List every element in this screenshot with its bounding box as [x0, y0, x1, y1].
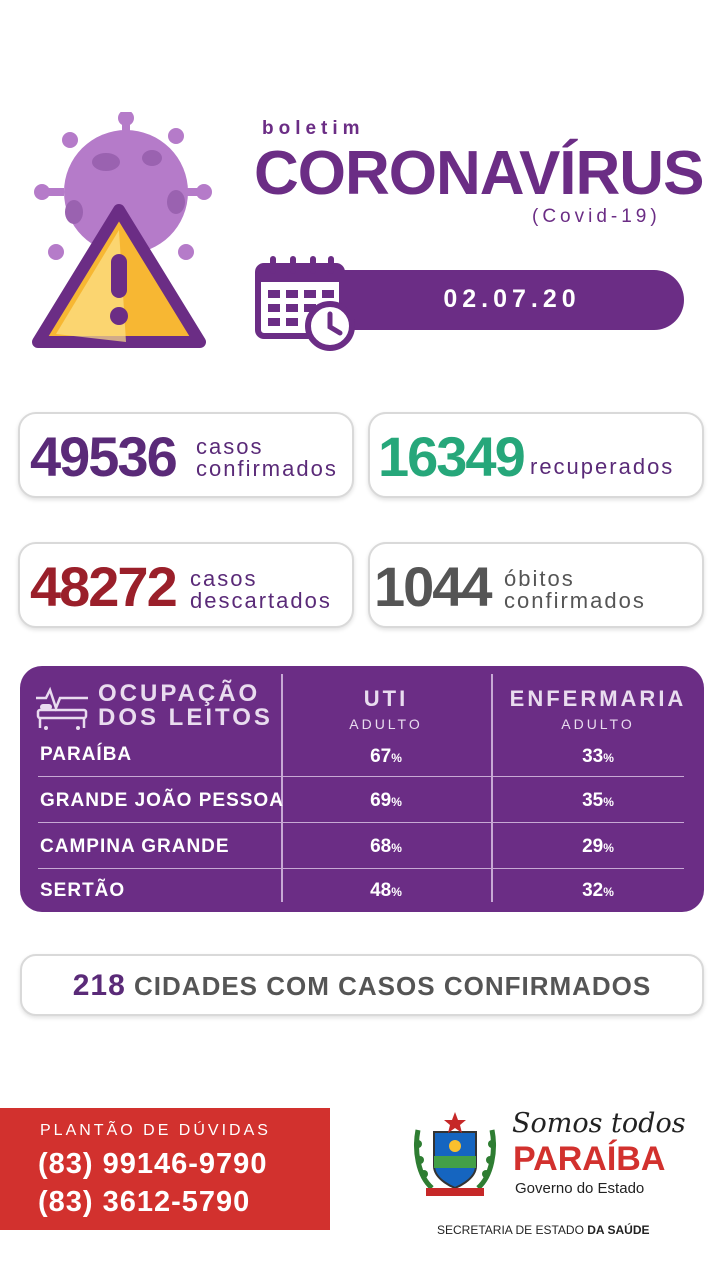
cities-label: CIDADES COM CASOS CONFIRMADOS	[134, 971, 652, 1001]
cities-with-cases-banner: 218 CIDADES COM CASOS CONFIRMADOS	[20, 954, 704, 1016]
enfermaria-value: 35%	[582, 790, 614, 811]
region-name: CAMPINA GRANDE	[40, 836, 230, 857]
confirmed-cases-label-2: confirmados	[196, 456, 338, 481]
row-divider	[38, 868, 684, 869]
bed-occupancy-panel: OCUPAÇÃO DOS LEITOS UTI ADULTO ENFERMARI…	[20, 666, 704, 912]
help-line-box: PLANTÃO DE DÚVIDAS (83) 99146-9790 (83) …	[0, 1108, 330, 1230]
enfermaria-value: 32%	[582, 880, 614, 901]
state-coat-of-arms-icon	[414, 1112, 496, 1196]
help-phone-1[interactable]: (83) 99146-9790	[38, 1148, 268, 1180]
cities-count: 218	[72, 969, 126, 1002]
recovered-card: 16349 recuperados	[368, 412, 704, 498]
government-subtitle: Governo do Estado	[515, 1180, 645, 1197]
discarded-cases-card: 48272 casos descartados	[18, 542, 354, 628]
hospital-bed-icon	[36, 686, 88, 730]
beds-title-line1: OCUPAÇÃO	[98, 680, 261, 707]
deaths-label-1: óbitos	[504, 566, 575, 591]
uti-value: 69%	[370, 790, 402, 811]
virus-warning-icon	[32, 112, 212, 348]
brand-subtitle: boletim	[262, 118, 365, 139]
enfermaria-value: 33%	[582, 746, 614, 767]
region-name: GRANDE JOÃO PESSOA	[40, 790, 284, 811]
uti-value: 68%	[370, 836, 402, 857]
uti-value: 67%	[370, 746, 402, 767]
discarded-cases-value: 48272	[30, 555, 178, 618]
recovered-value: 16349	[378, 425, 526, 488]
column-divider	[281, 674, 283, 902]
secretariat-name: SECRETARIA DE ESTADO DA SAÚDE	[437, 1223, 650, 1237]
page-title: CORONAVÍRUS	[254, 139, 704, 208]
column-divider	[491, 674, 493, 902]
deaths-label-2: confirmados	[504, 588, 646, 613]
help-phone-2[interactable]: (83) 3612-5790	[38, 1186, 251, 1218]
beds-title-line2: DOS LEITOS	[98, 704, 273, 731]
confirmed-cases-card: 49536 casos confirmados	[18, 412, 354, 498]
recovered-label: recuperados	[530, 454, 675, 479]
bulletin-date: 02.07.20	[443, 285, 581, 313]
row-divider	[38, 776, 684, 777]
confirmed-cases-value: 49536	[30, 425, 178, 488]
help-line-label: PLANTÃO DE DÚVIDAS	[40, 1122, 271, 1139]
government-slogan: Somos todos	[512, 1108, 686, 1139]
confirmed-cases-label-1: casos	[196, 434, 264, 459]
enfermaria-column-subheader: ADULTO	[561, 716, 635, 732]
deaths-card: 1044 óbitos confirmados	[368, 542, 704, 628]
enfermaria-value: 29%	[582, 836, 614, 857]
region-name: SERTÃO	[40, 880, 126, 901]
uti-value: 48%	[370, 880, 402, 901]
enfermaria-column-header: ENFERMARIA	[509, 686, 687, 711]
discarded-cases-label-2: descartados	[190, 588, 332, 613]
row-divider	[38, 822, 684, 823]
deaths-value: 1044	[374, 555, 493, 618]
brand-tagline: (Covid-19)	[532, 206, 661, 227]
uti-column-header: UTI	[363, 686, 409, 711]
date-banner: 02.07.20	[292, 270, 684, 330]
region-name: PARAÍBA	[40, 744, 133, 765]
government-state-name: PARAÍBA	[513, 1140, 666, 1178]
uti-column-subheader: ADULTO	[349, 716, 423, 732]
discarded-cases-label-1: casos	[190, 566, 258, 591]
calendar-clock-icon	[255, 256, 355, 351]
